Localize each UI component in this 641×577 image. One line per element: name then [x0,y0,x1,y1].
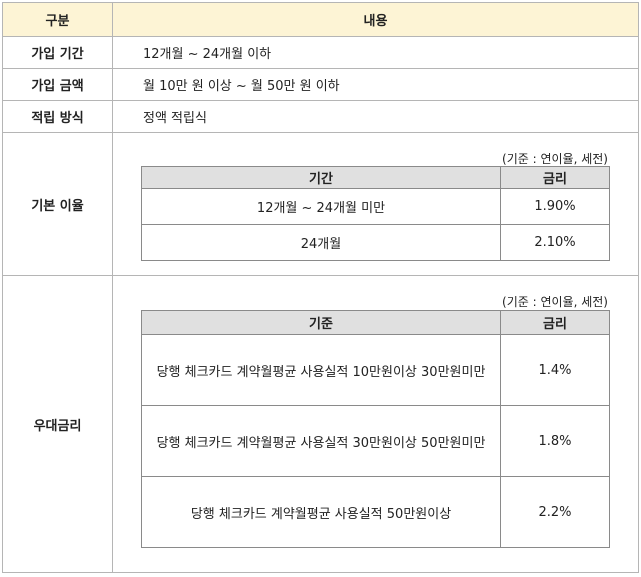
row-value-method-text: 정액 적립식 [143,111,207,126]
base-rate-rate-cell: 2.10% [500,224,610,261]
outer-top-border [2,2,639,3]
column-divider [112,2,113,573]
row-label-preferential-text: 우대금리 [33,418,82,434]
row-value-period: 12개월 ~ 24개월 이하 [113,37,638,68]
row-value-period-text: 12개월 ~ 24개월 이하 [143,47,272,62]
row-value-amount-text: 월 10만 원 이상 ~ 월 50만 원 이하 [143,79,340,94]
table-row: 당행 체크카드 계약월평균 사용실적 30만원이상 50만원미만 1.8% [141,405,610,477]
preferential-note: (기준 : 연이율, 세전) [380,293,608,309]
row-label-amount: 가입 금액 [3,69,112,100]
base-rate-rate-cell: 1.90% [500,188,610,225]
row-label-base-rate-text: 기본 이율 [31,198,84,214]
row-label-amount-text: 가입 금액 [31,79,84,94]
row-label-method: 적립 방식 [3,101,112,132]
preferential-header-rate: 금리 [500,310,610,335]
base-rate-table: 기간 금리 12개월 ~ 24개월 미만 1.90% 24개월 2.10% [141,166,610,261]
preferential-rate-cell: 2.2% [500,476,610,548]
preferential-criteria-cell: 당행 체크카드 계약월평균 사용실적 10만원이상 30만원미만 [141,334,501,406]
header-category-text: 구분 [45,14,70,29]
outer-left-border [2,2,3,573]
row-label-period-text: 가입 기간 [31,47,84,62]
row-value-amount: 월 10만 원 이상 ~ 월 50만 원 이하 [113,69,638,100]
table-row: 당행 체크카드 계약월평균 사용실적 10만원이상 30만원미만 1.4% [141,334,610,406]
row-divider [2,68,639,69]
base-rate-term-cell: 24개월 [141,224,501,261]
row-divider [2,100,639,101]
table-row: 24개월 2.10% [141,224,610,261]
preferential-criteria-cell: 당행 체크카드 계약월평균 사용실적 30만원이상 50만원미만 [141,405,501,477]
preferential-header-criteria: 기준 [141,310,501,335]
header-content-text: 내용 [363,14,388,29]
header-category: 구분 [3,3,112,36]
base-rate-note-text: (기준 : 연이율, 세전) [502,152,608,166]
preferential-rate-cell: 1.8% [500,405,610,477]
preferential-table: 기준 금리 당행 체크카드 계약월평균 사용실적 10만원이상 30만원미만 1… [141,310,610,548]
row-divider [2,132,639,133]
row-label-base-rate: 기본 이율 [3,133,112,275]
table-row: 12개월 ~ 24개월 미만 1.90% [141,188,610,225]
base-rate-term-cell: 12개월 ~ 24개월 미만 [141,188,501,225]
row-divider [2,275,639,276]
row-label-method-text: 적립 방식 [31,111,84,126]
preferential-note-text: (기준 : 연이율, 세전) [502,295,608,309]
row-value-method: 정액 적립식 [113,101,638,132]
table-row: 당행 체크카드 계약월평균 사용실적 50만원이상 2.2% [141,476,610,548]
base-rate-header-rate: 금리 [500,166,610,189]
preferential-rate-cell: 1.4% [500,334,610,406]
row-label-period: 가입 기간 [3,37,112,68]
base-rate-header-term: 기간 [141,166,501,189]
row-label-preferential: 우대금리 [3,276,112,572]
outer-bottom-border [2,572,639,573]
preferential-criteria-cell: 당행 체크카드 계약월평균 사용실적 50만원이상 [141,476,501,548]
outer-right-border [638,2,639,573]
header-content: 내용 [113,3,638,36]
header-bottom-border [2,36,639,37]
base-rate-note: (기준 : 연이율, 세전) [380,150,608,166]
